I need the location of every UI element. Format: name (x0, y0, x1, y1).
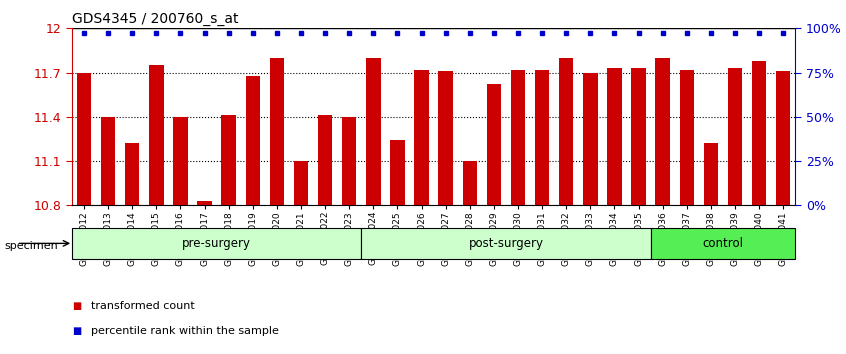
Bar (486, 84, 501, 205)
Text: post-surgery: post-surgery (469, 237, 543, 250)
FancyBboxPatch shape (651, 228, 795, 258)
Bar (607, 68, 622, 205)
Bar (222, 115, 236, 205)
Text: specimen: specimen (4, 241, 58, 251)
Bar (535, 70, 549, 205)
Text: ■: ■ (72, 301, 81, 311)
Bar (390, 141, 404, 205)
Bar (415, 70, 429, 205)
Bar (270, 58, 284, 205)
Bar (583, 73, 597, 205)
Bar (366, 58, 381, 205)
Bar (679, 70, 694, 205)
FancyBboxPatch shape (361, 228, 651, 258)
Bar (511, 70, 525, 205)
Text: pre-surgery: pre-surgery (182, 237, 251, 250)
Bar (173, 117, 188, 205)
FancyBboxPatch shape (72, 228, 361, 258)
Bar (342, 117, 356, 205)
Text: percentile rank within the sample: percentile rank within the sample (91, 326, 278, 336)
Bar (704, 143, 718, 205)
Text: transformed count: transformed count (91, 301, 195, 311)
Bar (559, 58, 574, 205)
Bar (197, 201, 212, 205)
Bar (77, 73, 91, 205)
Bar (463, 161, 477, 205)
Bar (149, 65, 163, 205)
Bar (101, 117, 115, 205)
Bar (125, 143, 140, 205)
Bar (294, 161, 308, 205)
Bar (631, 68, 645, 205)
Bar (318, 115, 332, 205)
Text: control: control (702, 237, 744, 250)
Bar (245, 75, 260, 205)
Bar (776, 71, 790, 205)
Bar (728, 68, 742, 205)
Bar (656, 58, 670, 205)
Text: ■: ■ (72, 326, 81, 336)
Bar (752, 61, 766, 205)
Text: GDS4345 / 200760_s_at: GDS4345 / 200760_s_at (72, 12, 239, 26)
Bar (438, 71, 453, 205)
